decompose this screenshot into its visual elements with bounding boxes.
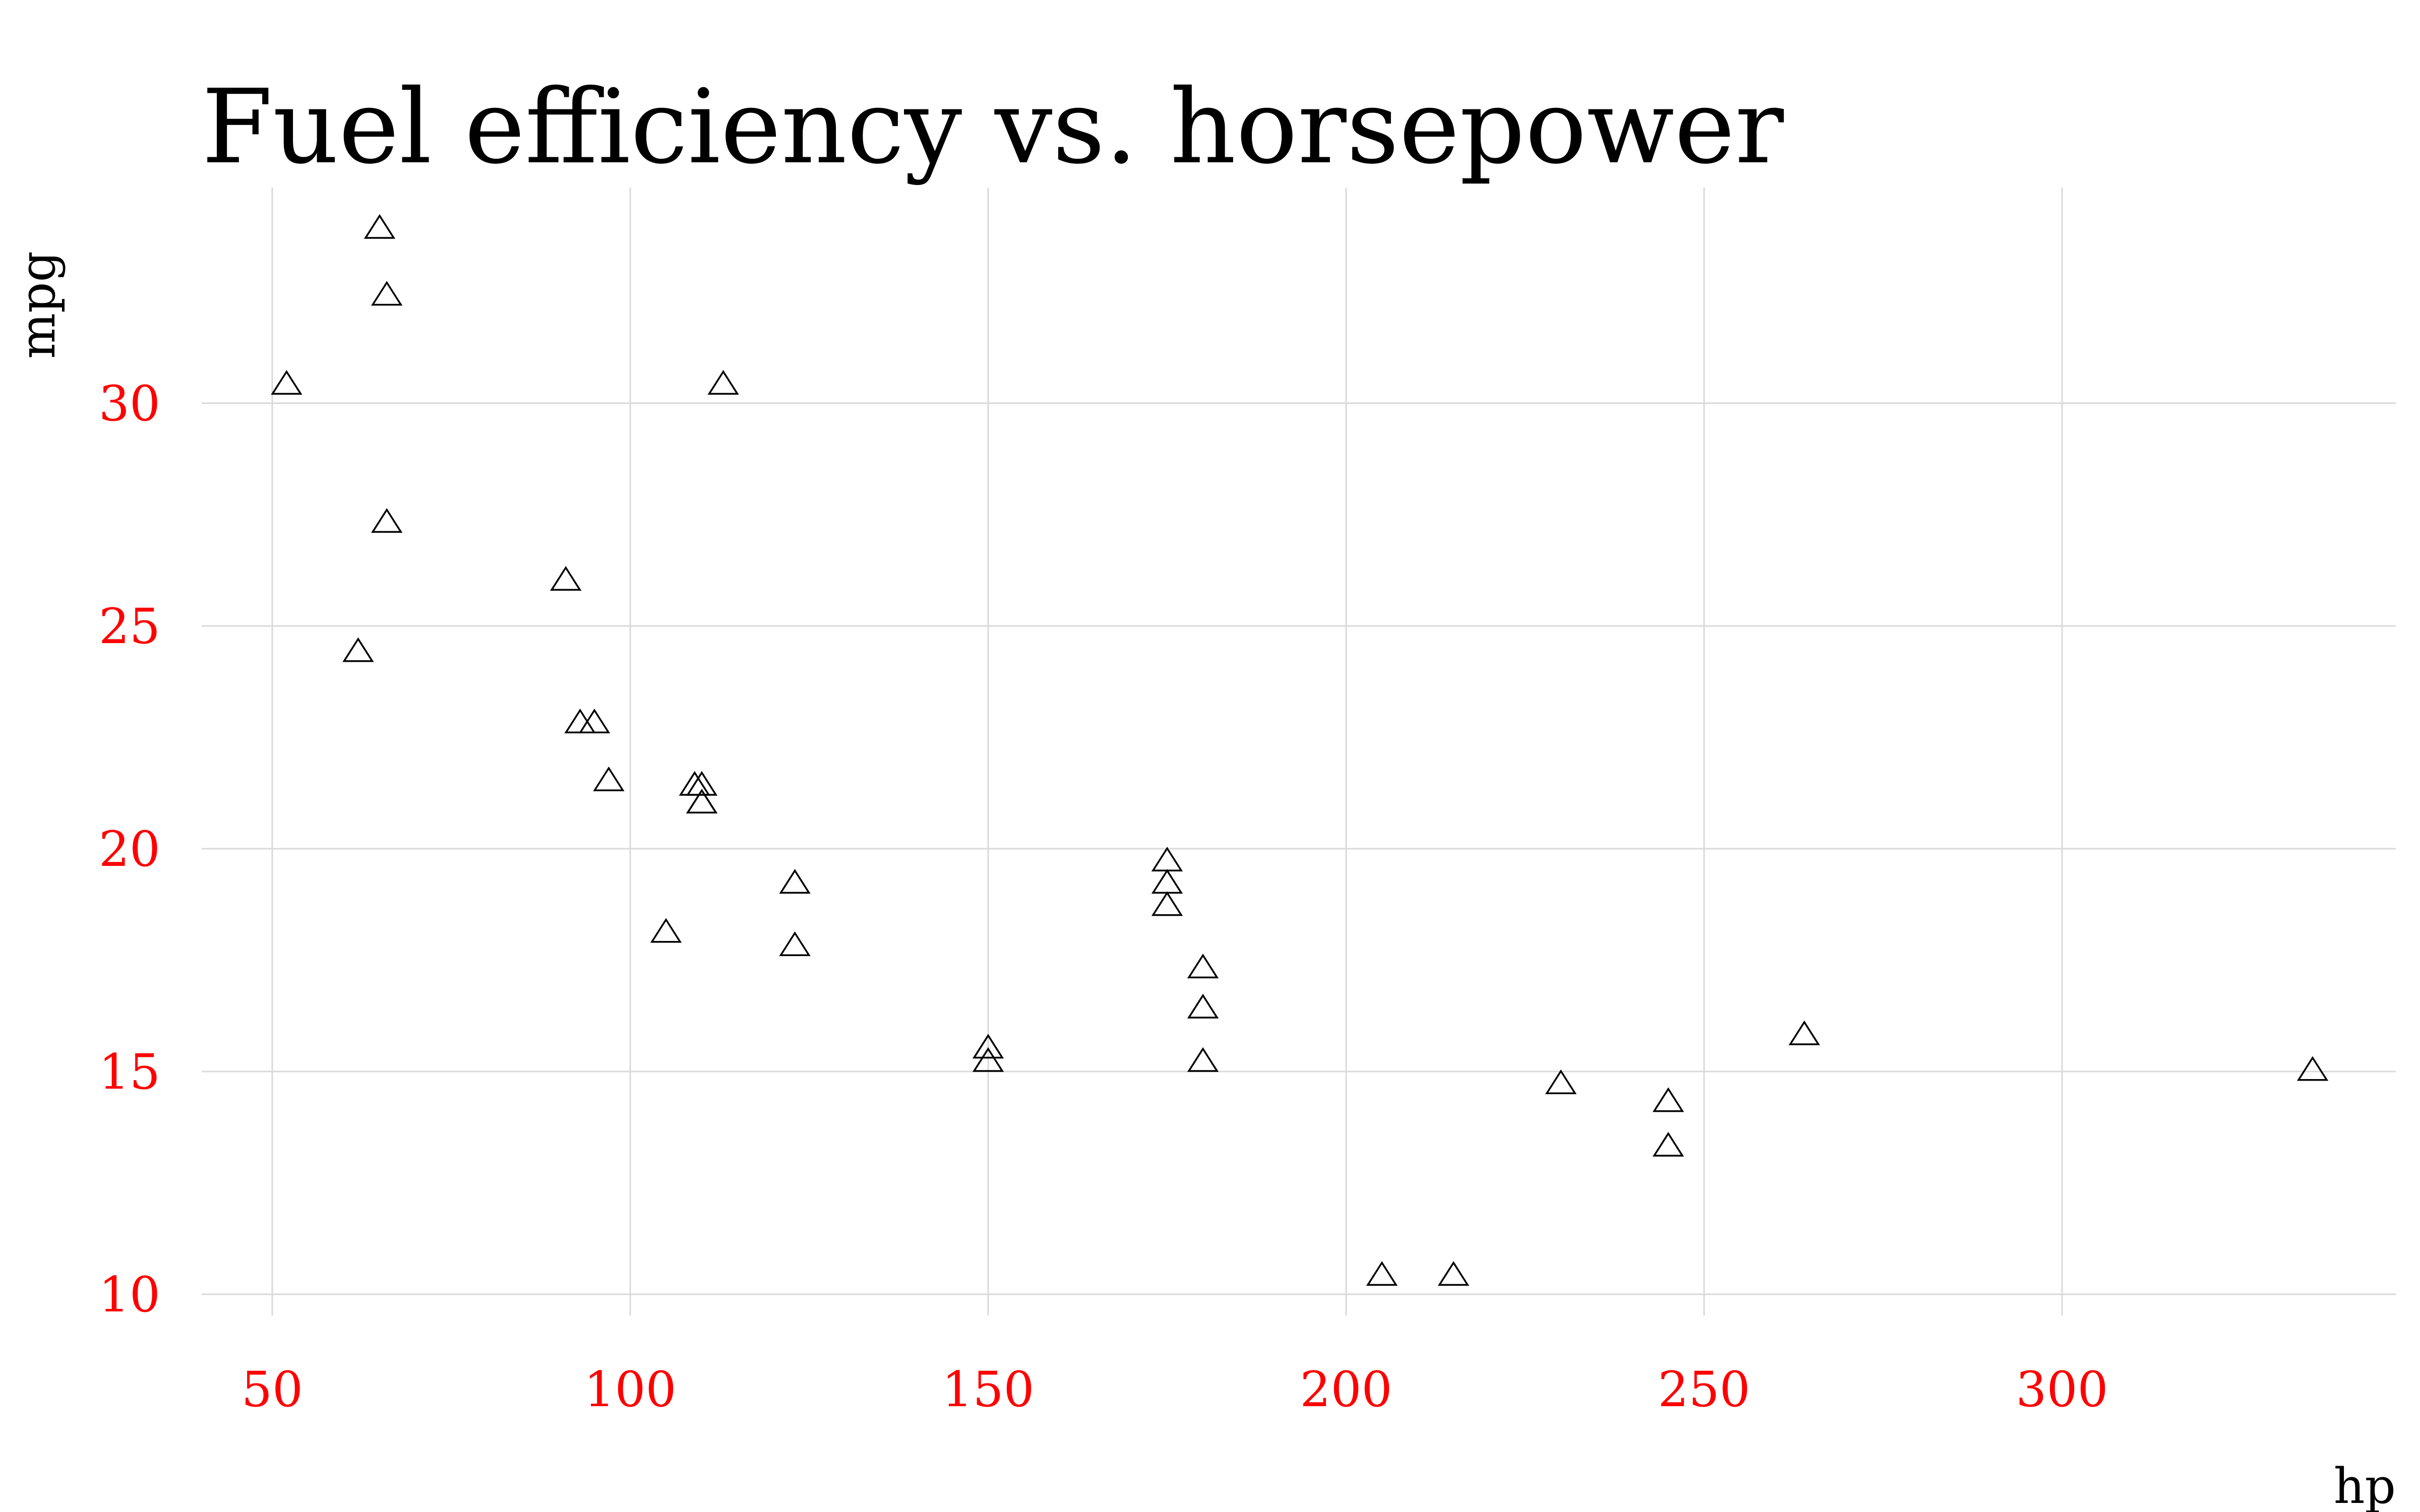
y-tick-label: 20 (99, 821, 160, 877)
data-point-triangle (1437, 1261, 1470, 1286)
data-point-triangle (364, 214, 396, 239)
data-point-triangle (779, 869, 811, 894)
x-tick-label: 100 (584, 1361, 676, 1418)
data-point-triangle (686, 789, 718, 814)
chart-title: Fuel efficiency vs. horsepower (202, 68, 1784, 186)
y-axis-tick-labels: 10 15 20 25 30 (99, 375, 160, 1323)
data-points (271, 214, 2329, 1286)
x-axis-title: hp (2334, 1458, 2396, 1512)
data-point-triangle (1187, 993, 1219, 1019)
data-point-triangle (2296, 1056, 2329, 1081)
data-point-triangle (1151, 869, 1183, 894)
data-point-triangle (972, 1047, 1004, 1072)
data-point-triangle (1652, 1131, 1684, 1157)
x-tick-label: 300 (2016, 1361, 2108, 1418)
data-point-triangle (679, 771, 710, 796)
data-point-triangle (1788, 1020, 1820, 1045)
y-tick-label: 10 (99, 1267, 160, 1323)
data-point-triangle (1652, 1087, 1684, 1112)
y-tick-label: 25 (99, 598, 160, 655)
x-tick-label: 150 (942, 1361, 1034, 1418)
data-point-triangle (1545, 1069, 1577, 1094)
data-point-triangle (371, 508, 403, 533)
data-point-triangle (779, 931, 811, 956)
data-point-triangle (1187, 1047, 1219, 1072)
data-point-triangle (1151, 891, 1183, 916)
data-point-triangle (550, 566, 582, 591)
x-tick-label: 200 (1300, 1361, 1392, 1418)
data-point-triangle (972, 1034, 1004, 1059)
y-tick-label: 30 (99, 375, 160, 432)
data-point-triangle (271, 370, 302, 395)
data-point-triangle (686, 789, 718, 814)
data-point-triangle (1366, 1261, 1398, 1286)
x-axis-tick-labels: 50 100 150 200 250 300 (241, 1361, 2108, 1418)
x-tick-label: 250 (1658, 1361, 1750, 1418)
y-tick-label: 15 (99, 1044, 160, 1100)
data-point-triangle (593, 766, 625, 791)
data-point-triangle (578, 708, 611, 733)
x-tick-label: 50 (241, 1361, 303, 1418)
data-point-triangle (1187, 954, 1219, 979)
data-point-triangle (564, 708, 596, 733)
data-point-triangle (342, 637, 374, 662)
y-axis-title: mpg (10, 251, 66, 359)
data-point-triangle (1151, 846, 1183, 871)
data-point-triangle (707, 370, 739, 395)
data-point-triangle (371, 281, 403, 306)
data-point-triangle (650, 918, 682, 943)
grid-lines (202, 187, 2396, 1315)
